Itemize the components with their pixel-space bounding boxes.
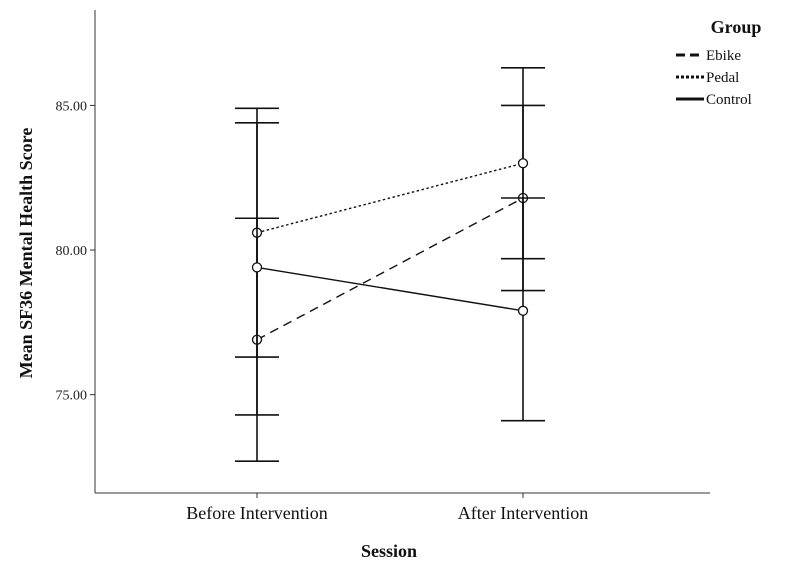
series-line-pedal: [256, 162, 524, 234]
legend-label-control: Control: [706, 92, 752, 108]
series-ebike: [235, 104, 545, 462]
data-point-pedal: [517, 158, 529, 169]
y-axis-title: Mean SF36 Mental Health Score: [16, 128, 36, 379]
series-line-ebike: [256, 197, 524, 341]
y-tick-label: 85.00: [56, 99, 88, 114]
axes: 75.00 80.00 85.00 Before Intervention After …: [56, 10, 710, 523]
legend: Group Ebike Pedal Control: [676, 17, 761, 108]
x-tick-label: Before Intervention: [186, 503, 327, 523]
series-pedal: [235, 67, 545, 358]
x-axis-title: Session: [361, 541, 417, 561]
y-tick-label: 80.00: [56, 244, 88, 259]
legend-label-ebike: Ebike: [706, 48, 741, 64]
series-line-control: [256, 266, 524, 312]
series-control: [235, 121, 545, 422]
data-point-control: [251, 262, 263, 273]
legend-label-pedal: Pedal: [706, 70, 739, 86]
y-tick-label: 75.00: [56, 389, 88, 404]
data-point-control: [517, 305, 529, 316]
legend-title: Group: [711, 17, 762, 37]
x-tick-label: After Intervention: [458, 503, 588, 523]
series-layer: [235, 67, 545, 462]
